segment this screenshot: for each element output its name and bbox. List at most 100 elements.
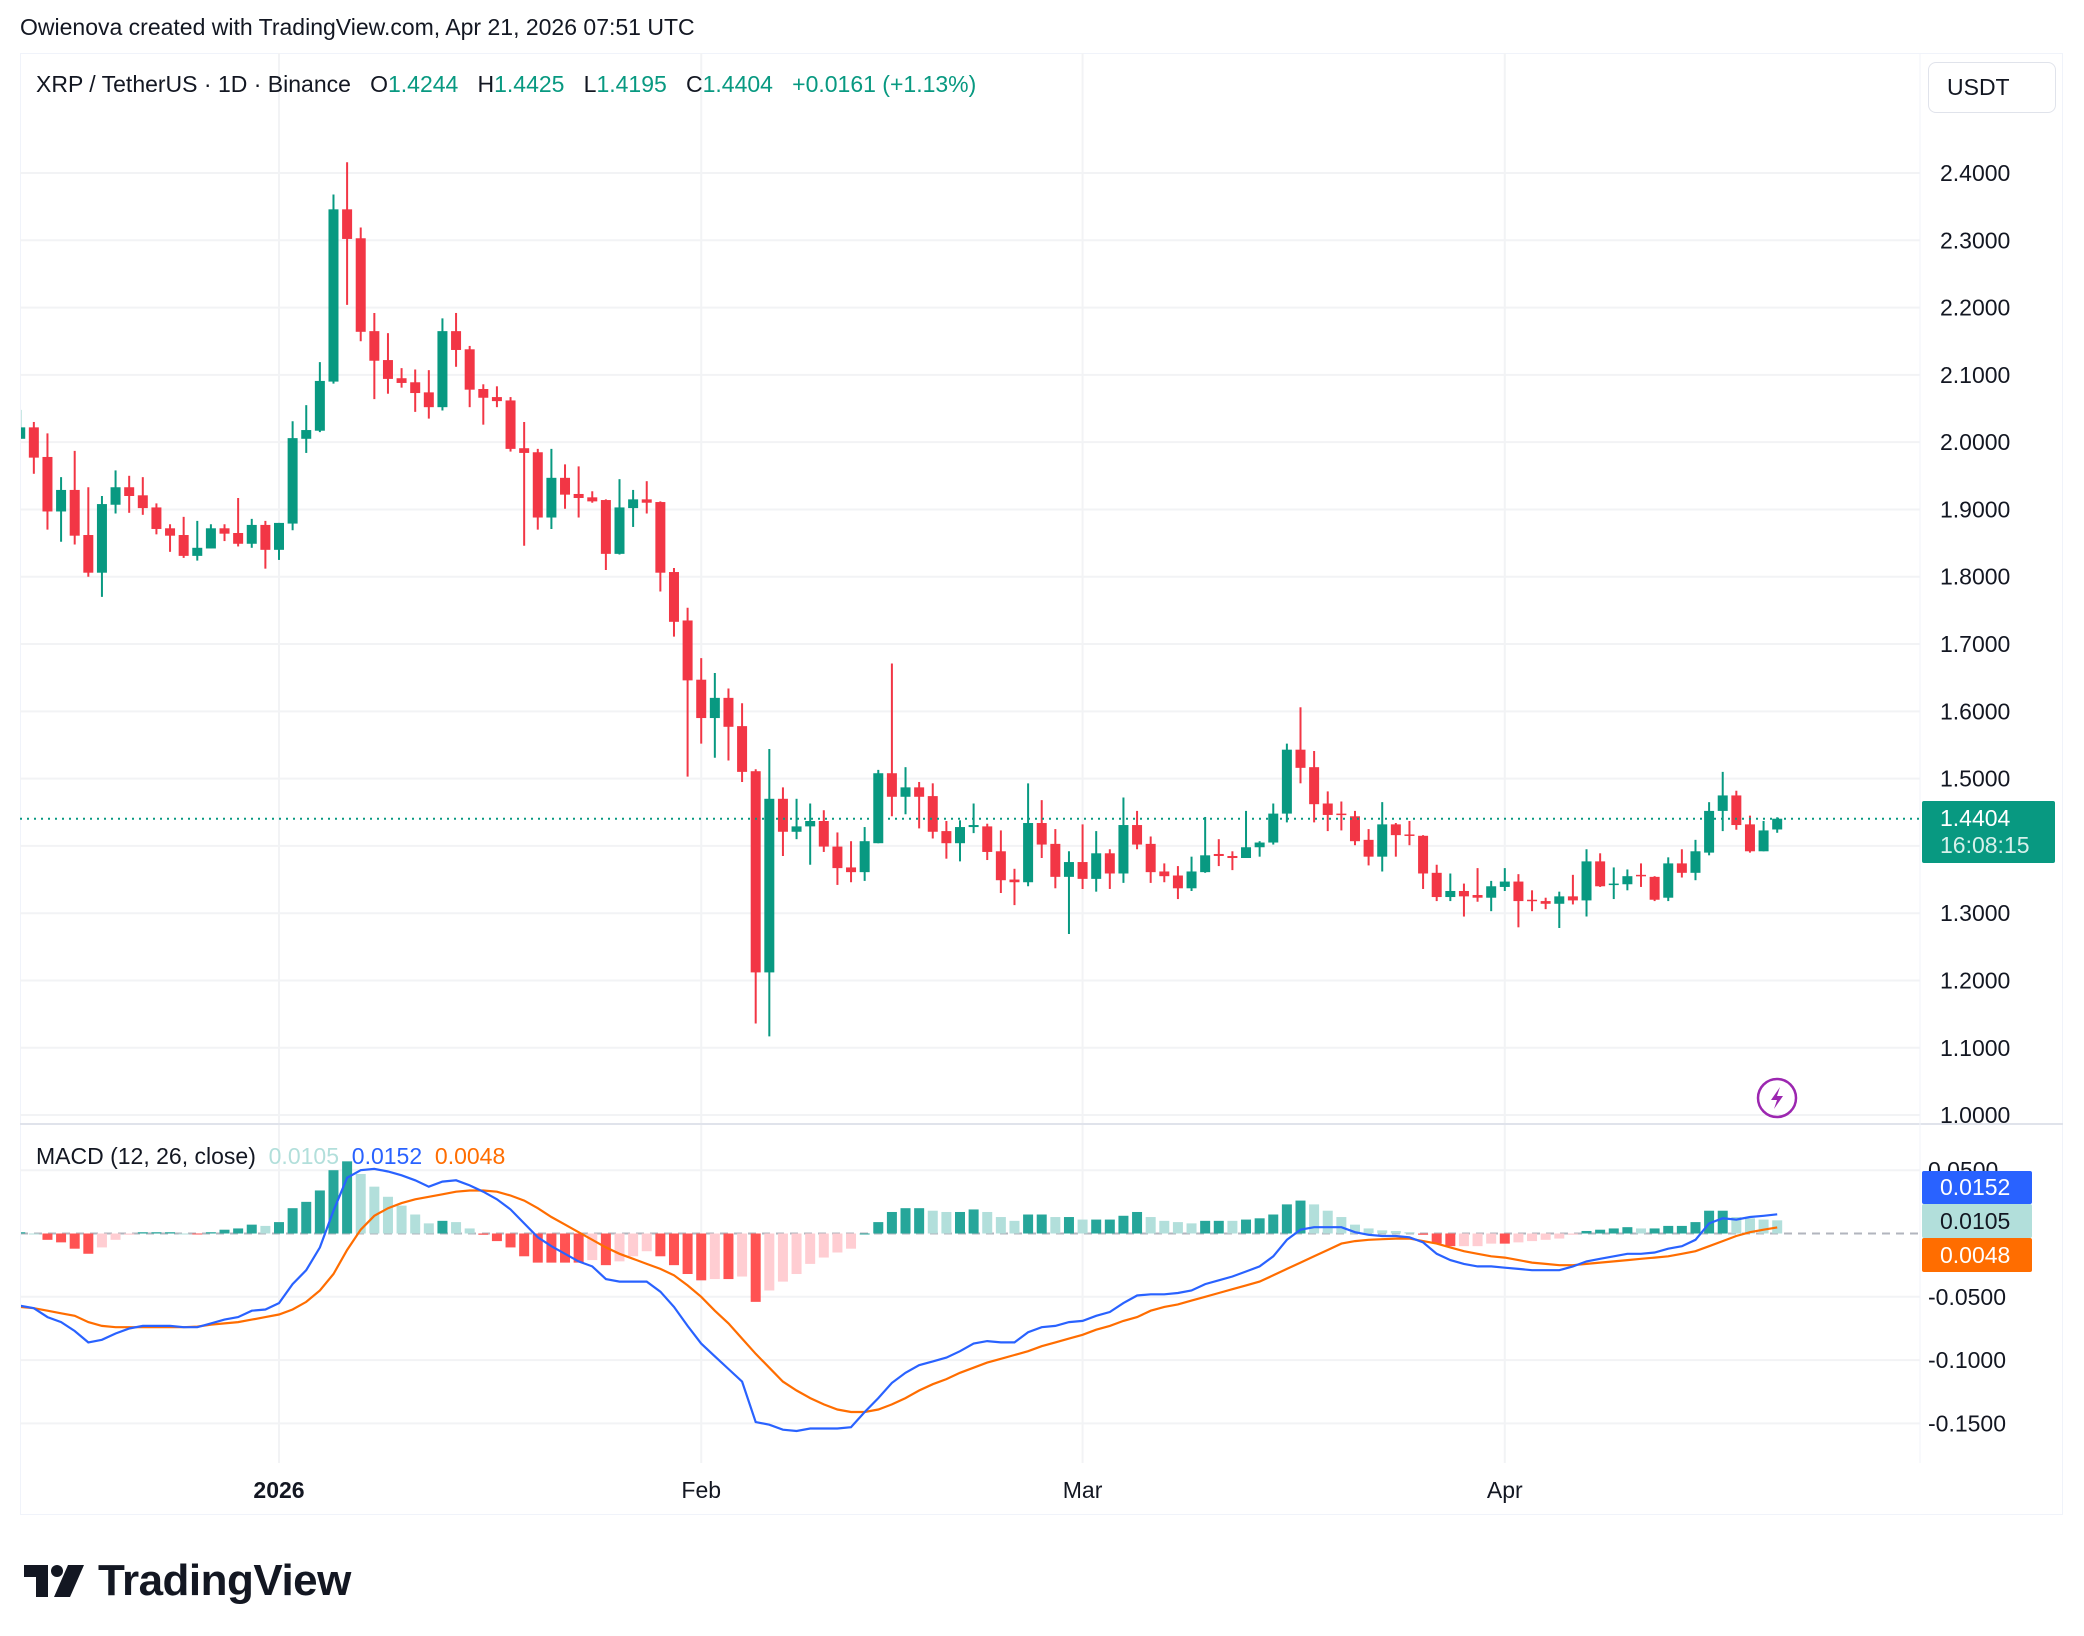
candle xyxy=(1322,791,1333,832)
candle-body xyxy=(1227,855,1238,859)
macd-histogram-bar xyxy=(21,1232,26,1234)
grid-lines xyxy=(20,53,1920,1463)
candle-body xyxy=(1336,813,1347,816)
candle-body xyxy=(369,331,380,361)
chart-credit: Owienova created with TradingView.com, A… xyxy=(20,14,695,40)
macd-histogram-bar xyxy=(600,1233,611,1266)
candle xyxy=(28,421,39,474)
candle xyxy=(1595,853,1606,887)
candle-body xyxy=(709,697,720,719)
alert-lightning-icon[interactable] xyxy=(1756,1077,1798,1119)
candle-body xyxy=(1608,883,1619,886)
candle xyxy=(628,489,639,527)
macd-histogram-bar xyxy=(437,1220,448,1234)
candle xyxy=(641,481,652,514)
axis-labels: 2.4000 2.3000 2.2000 2.1000 2.0000 1.9000 1.80… xyxy=(253,160,2010,1503)
candle xyxy=(287,421,298,531)
candle-body xyxy=(519,448,530,453)
tradingview-logo[interactable]: TradingView xyxy=(24,1556,351,1606)
candle-body xyxy=(505,400,516,449)
candle-body xyxy=(682,620,693,681)
candle-body xyxy=(1717,795,1728,811)
candle xyxy=(1227,851,1238,871)
tradingview-logo-text: TradingView xyxy=(98,1556,351,1605)
macd-legend: MACD (12, 26, close) 0.0105 0.0152 0.004… xyxy=(36,1143,505,1170)
candle-body xyxy=(886,773,897,797)
currency-button[interactable]: USDT xyxy=(1928,62,2056,113)
candle-body xyxy=(641,499,652,503)
candle-body xyxy=(1349,816,1360,842)
candle-body xyxy=(96,504,107,573)
price-axis-label: 1.7000 xyxy=(1940,631,2010,657)
candle xyxy=(1527,890,1538,912)
candle-body xyxy=(573,493,584,499)
open-label: O xyxy=(370,71,388,97)
candle-body xyxy=(614,507,625,554)
macd-histogram-bar xyxy=(246,1224,257,1234)
macd-histogram-bar xyxy=(614,1233,625,1262)
candle-body xyxy=(83,535,94,573)
candle xyxy=(1499,868,1510,891)
candle xyxy=(927,783,938,839)
price-axis-label: 1.1000 xyxy=(1940,1035,2010,1061)
candle-body xyxy=(832,846,843,869)
candle-body xyxy=(846,867,857,873)
macd-histogram-bar xyxy=(1744,1218,1755,1234)
macd-histogram-bar xyxy=(1663,1225,1674,1234)
candle xyxy=(995,830,1006,894)
candle-body xyxy=(968,825,979,828)
candle-body xyxy=(437,331,448,408)
candle xyxy=(355,227,366,342)
macd-histogram-bar xyxy=(641,1233,652,1252)
candle xyxy=(764,749,775,1037)
macd-histogram-bar xyxy=(1704,1210,1715,1234)
candle xyxy=(805,803,816,865)
macd-histogram-bar xyxy=(382,1196,393,1234)
candle-body xyxy=(900,787,911,797)
candle xyxy=(1172,866,1183,900)
candle-body xyxy=(737,726,748,772)
candle-body xyxy=(56,489,67,512)
macd-title[interactable]: MACD (12, 26, close) xyxy=(36,1143,256,1169)
candle-body xyxy=(1404,834,1415,836)
macd-histogram-bar xyxy=(1540,1233,1551,1240)
time-axis-label: 2026 xyxy=(253,1477,304,1503)
candle-body xyxy=(1145,843,1156,873)
candle xyxy=(1567,874,1578,905)
candle-body xyxy=(1132,825,1143,845)
macd-line-value: 0.0152 xyxy=(351,1143,423,1169)
candle-body xyxy=(246,524,257,544)
symbol-title[interactable]: XRP / TetherUS · 1D · Binance xyxy=(36,71,351,97)
candle-body xyxy=(328,209,339,382)
macd-histogram-bar xyxy=(1118,1215,1129,1234)
macd-histogram-bar xyxy=(369,1186,380,1234)
candle xyxy=(1704,802,1715,856)
candle-body xyxy=(1744,824,1755,852)
candle-body xyxy=(1758,830,1769,852)
price-axis-label: 1.3000 xyxy=(1940,900,2010,926)
bar-countdown: 16:08:15 xyxy=(1940,832,2030,858)
macd-histogram-bar xyxy=(1772,1220,1783,1234)
candle-body xyxy=(233,533,244,544)
candle-body xyxy=(1567,896,1578,901)
candle xyxy=(587,491,598,503)
candle xyxy=(1295,707,1306,784)
candle-body xyxy=(1254,842,1265,848)
macd-histogram-bar xyxy=(982,1211,993,1234)
candle-body xyxy=(1472,895,1483,898)
candle xyxy=(1731,790,1742,830)
candle-body xyxy=(301,430,312,439)
candle-body xyxy=(1595,861,1606,887)
candle xyxy=(1390,823,1401,857)
candle xyxy=(1050,829,1061,889)
macd-histogram-bar xyxy=(1431,1233,1442,1244)
candle-body xyxy=(587,497,598,502)
candle-body xyxy=(628,499,639,509)
candle xyxy=(1200,816,1211,873)
candle-body xyxy=(274,522,284,550)
macd-histogram-bar xyxy=(1050,1217,1061,1234)
macd-histogram-bar xyxy=(165,1232,176,1234)
macd-histogram-bar xyxy=(1172,1222,1183,1234)
candle xyxy=(1349,810,1360,846)
